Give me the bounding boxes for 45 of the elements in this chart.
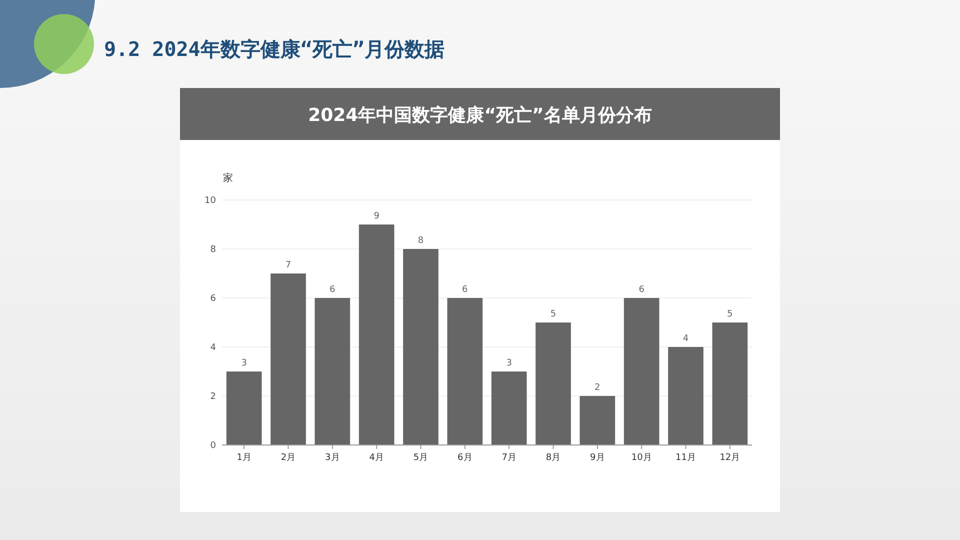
chart-subtitle: 2024年中国数字健康“死亡”名单月份分布 xyxy=(308,105,652,126)
data-label: 6 xyxy=(330,285,336,295)
bar xyxy=(580,396,616,445)
data-label: 7 xyxy=(285,260,292,270)
bar xyxy=(668,347,704,445)
y-tick-label: 10 xyxy=(204,196,216,206)
x-tick-label: 10月 xyxy=(631,453,652,463)
bar xyxy=(314,298,350,445)
y-tick-label: 4 xyxy=(210,343,216,353)
bar xyxy=(491,372,527,445)
data-label: 8 xyxy=(418,236,424,246)
bar xyxy=(536,322,571,445)
x-tick-label: 2月 xyxy=(280,453,296,463)
bar xyxy=(270,274,306,445)
x-tick-label: 4月 xyxy=(369,453,384,463)
x-tick-label: 7月 xyxy=(502,453,516,463)
data-label: 3 xyxy=(241,358,247,368)
x-tick-label: 9月 xyxy=(590,453,605,463)
data-label: 5 xyxy=(727,310,733,320)
y-axis-title: 家 xyxy=(223,172,233,184)
x-tick-label: 6月 xyxy=(458,453,472,463)
x-tick-label: 11月 xyxy=(676,453,696,463)
x-tick-label: 12月 xyxy=(720,453,740,463)
x-tick-label: 3月 xyxy=(325,453,340,463)
data-label: 6 xyxy=(462,285,468,295)
bar xyxy=(712,322,748,445)
y-tick-label: 6 xyxy=(210,294,216,304)
data-label: 9 xyxy=(374,212,380,222)
x-tick-label: 1月 xyxy=(236,453,252,463)
bar xyxy=(226,372,262,445)
bar xyxy=(403,249,438,445)
bar xyxy=(624,298,660,445)
y-tick-label: 2 xyxy=(210,392,216,402)
y-tick-label: 0 xyxy=(210,441,216,451)
x-tick-label: 8月 xyxy=(546,453,561,463)
data-label: 3 xyxy=(506,358,512,368)
data-label: 6 xyxy=(638,285,645,295)
bar xyxy=(358,224,394,445)
data-label: 2 xyxy=(594,383,600,393)
data-label: 5 xyxy=(550,310,556,320)
chart-title: 9.2 2024年数字健康“死亡”月份数据 xyxy=(104,37,444,61)
y-tick-label: 8 xyxy=(210,245,216,255)
x-tick-label: 5月 xyxy=(413,453,428,463)
bar xyxy=(447,298,483,445)
data-label: 4 xyxy=(682,334,689,344)
